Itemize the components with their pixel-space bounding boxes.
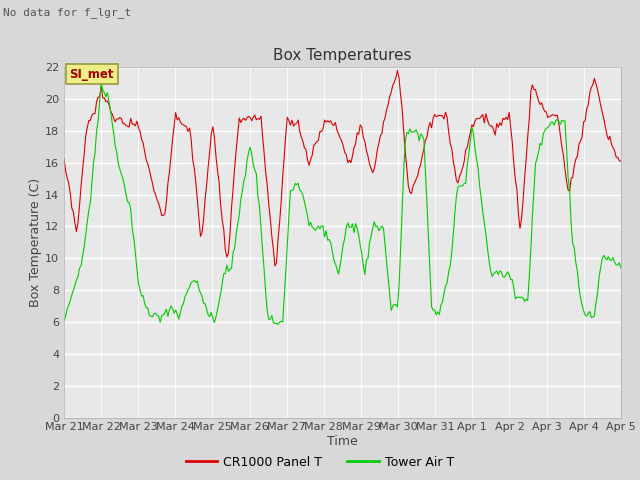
Tower Air T bbox=[307, 219, 314, 225]
CR1000 Panel T bbox=[589, 82, 596, 87]
Tower Air T bbox=[274, 322, 282, 327]
Tower Air T bbox=[246, 144, 254, 150]
CR1000 Panel T bbox=[271, 263, 279, 269]
Legend: CR1000 Panel T, Tower Air T: CR1000 Panel T, Tower Air T bbox=[181, 451, 459, 474]
Text: No data for f_lgr_t: No data for f_lgr_t bbox=[3, 7, 131, 18]
Tower Air T bbox=[255, 203, 263, 209]
Line: Tower Air T: Tower Air T bbox=[64, 83, 621, 324]
Tower Air T bbox=[589, 314, 596, 320]
CR1000 Panel T bbox=[305, 162, 313, 168]
Tower Air T bbox=[228, 266, 236, 272]
Tower Air T bbox=[130, 236, 138, 241]
Y-axis label: Box Temperature (C): Box Temperature (C) bbox=[29, 178, 42, 307]
CR1000 Panel T bbox=[60, 156, 68, 161]
CR1000 Panel T bbox=[617, 158, 625, 164]
Tower Air T bbox=[97, 80, 105, 86]
CR1000 Panel T bbox=[254, 116, 262, 121]
Line: CR1000 Panel T: CR1000 Panel T bbox=[64, 71, 621, 266]
CR1000 Panel T bbox=[394, 68, 401, 73]
CR1000 Panel T bbox=[129, 121, 136, 127]
Text: SI_met: SI_met bbox=[70, 68, 114, 81]
X-axis label: Time: Time bbox=[327, 435, 358, 448]
CR1000 Panel T bbox=[244, 114, 252, 120]
Title: Box Temperatures: Box Temperatures bbox=[273, 48, 412, 63]
Tower Air T bbox=[60, 317, 68, 323]
Tower Air T bbox=[617, 265, 625, 271]
CR1000 Panel T bbox=[226, 231, 234, 237]
